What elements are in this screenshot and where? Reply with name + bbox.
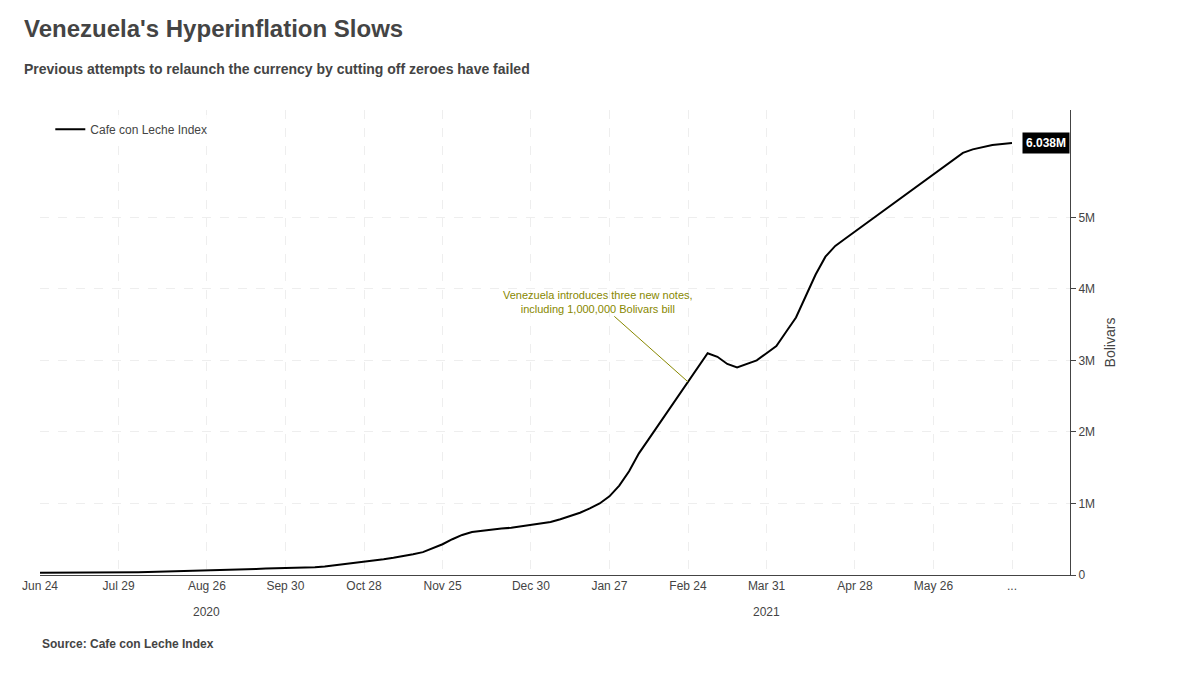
svg-text:Source: Cafe con Leche Index: Source: Cafe con Leche Index [42,637,214,651]
svg-text:2020: 2020 [193,605,220,619]
svg-text:Oct 28: Oct 28 [346,579,382,593]
svg-text:0: 0 [1078,568,1085,582]
svg-text:Sep 30: Sep 30 [266,579,304,593]
svg-text:6.038M: 6.038M [1026,136,1066,150]
svg-text:Nov 25: Nov 25 [424,579,462,593]
svg-text:Aug 26: Aug 26 [188,579,226,593]
svg-text:2M: 2M [1078,425,1095,439]
svg-text:1M: 1M [1078,497,1095,511]
svg-text:4M: 4M [1078,282,1095,296]
svg-text:...: ... [1007,579,1017,593]
svg-text:5M: 5M [1078,211,1095,225]
svg-text:Mar 31: Mar 31 [748,579,786,593]
svg-text:Bolivars: Bolivars [1102,318,1118,368]
svg-text:Previous attempts to relaunch: Previous attempts to relaunch the curren… [24,61,530,77]
svg-text:Feb 24: Feb 24 [669,579,707,593]
svg-text:Venezuela introduces three new: Venezuela introduces three new notes,inc… [503,289,693,315]
svg-text:Jul 29: Jul 29 [103,579,135,593]
svg-text:Apr 28: Apr 28 [837,579,873,593]
svg-text:Jun 24: Jun 24 [22,579,58,593]
svg-text:Cafe con Leche Index: Cafe con Leche Index [90,123,207,137]
svg-text:3M: 3M [1078,354,1095,368]
svg-text:Dec 30: Dec 30 [512,579,550,593]
svg-text:Jan 27: Jan 27 [591,579,627,593]
svg-text:May 26: May 26 [914,579,954,593]
svg-text:Venezuela's Hyperinflation Slo: Venezuela's Hyperinflation Slows [24,15,403,42]
svg-text:2021: 2021 [753,605,780,619]
